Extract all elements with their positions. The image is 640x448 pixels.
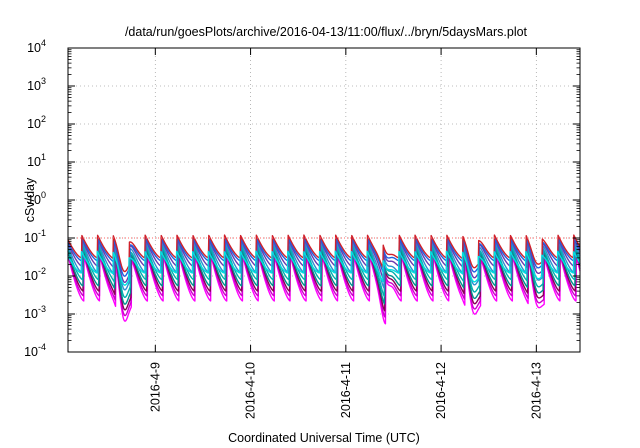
- series-line: [67, 234, 581, 273]
- x-tick-label: 2016-4-12: [434, 362, 448, 419]
- data-series: [67, 234, 581, 325]
- y-tick-label: 101: [27, 152, 46, 169]
- y-tick-label: 103: [27, 76, 46, 93]
- x-tick-label: 2016-4-9: [148, 362, 162, 412]
- x-axis-label: Coordinated Universal Time (UTC): [228, 431, 420, 445]
- series-line: [67, 252, 581, 318]
- y-tick-label: 100: [27, 190, 46, 207]
- series-line: [67, 247, 581, 305]
- y-tick-label: 10-1: [24, 228, 46, 245]
- grid: [68, 48, 580, 352]
- x-tick-label: 2016-4-13: [529, 362, 543, 419]
- y-axis: 10-4 10-3 10-2 10-1 100 101 102 103 104: [24, 38, 580, 359]
- y-tick-label: 10-4: [24, 342, 46, 359]
- y-tick-label: 10-3: [24, 304, 46, 321]
- x-tick-label: 2016-4-10: [244, 362, 258, 419]
- y-tick-label: 102: [27, 114, 46, 131]
- x-tick-label: 2016-4-11: [339, 362, 353, 418]
- chart-title: /data/run/goesPlots/archive/2016-04-13/1…: [125, 25, 528, 39]
- x-axis: 2016-4-9 2016-4-10 2016-4-11 2016-4-12 2016-…: [148, 48, 543, 419]
- y-axis-label: cSv/day: [23, 177, 37, 222]
- y-tick-label: 10-2: [24, 266, 46, 283]
- y-tick-label: 104: [27, 38, 46, 55]
- series-line: [67, 250, 581, 286]
